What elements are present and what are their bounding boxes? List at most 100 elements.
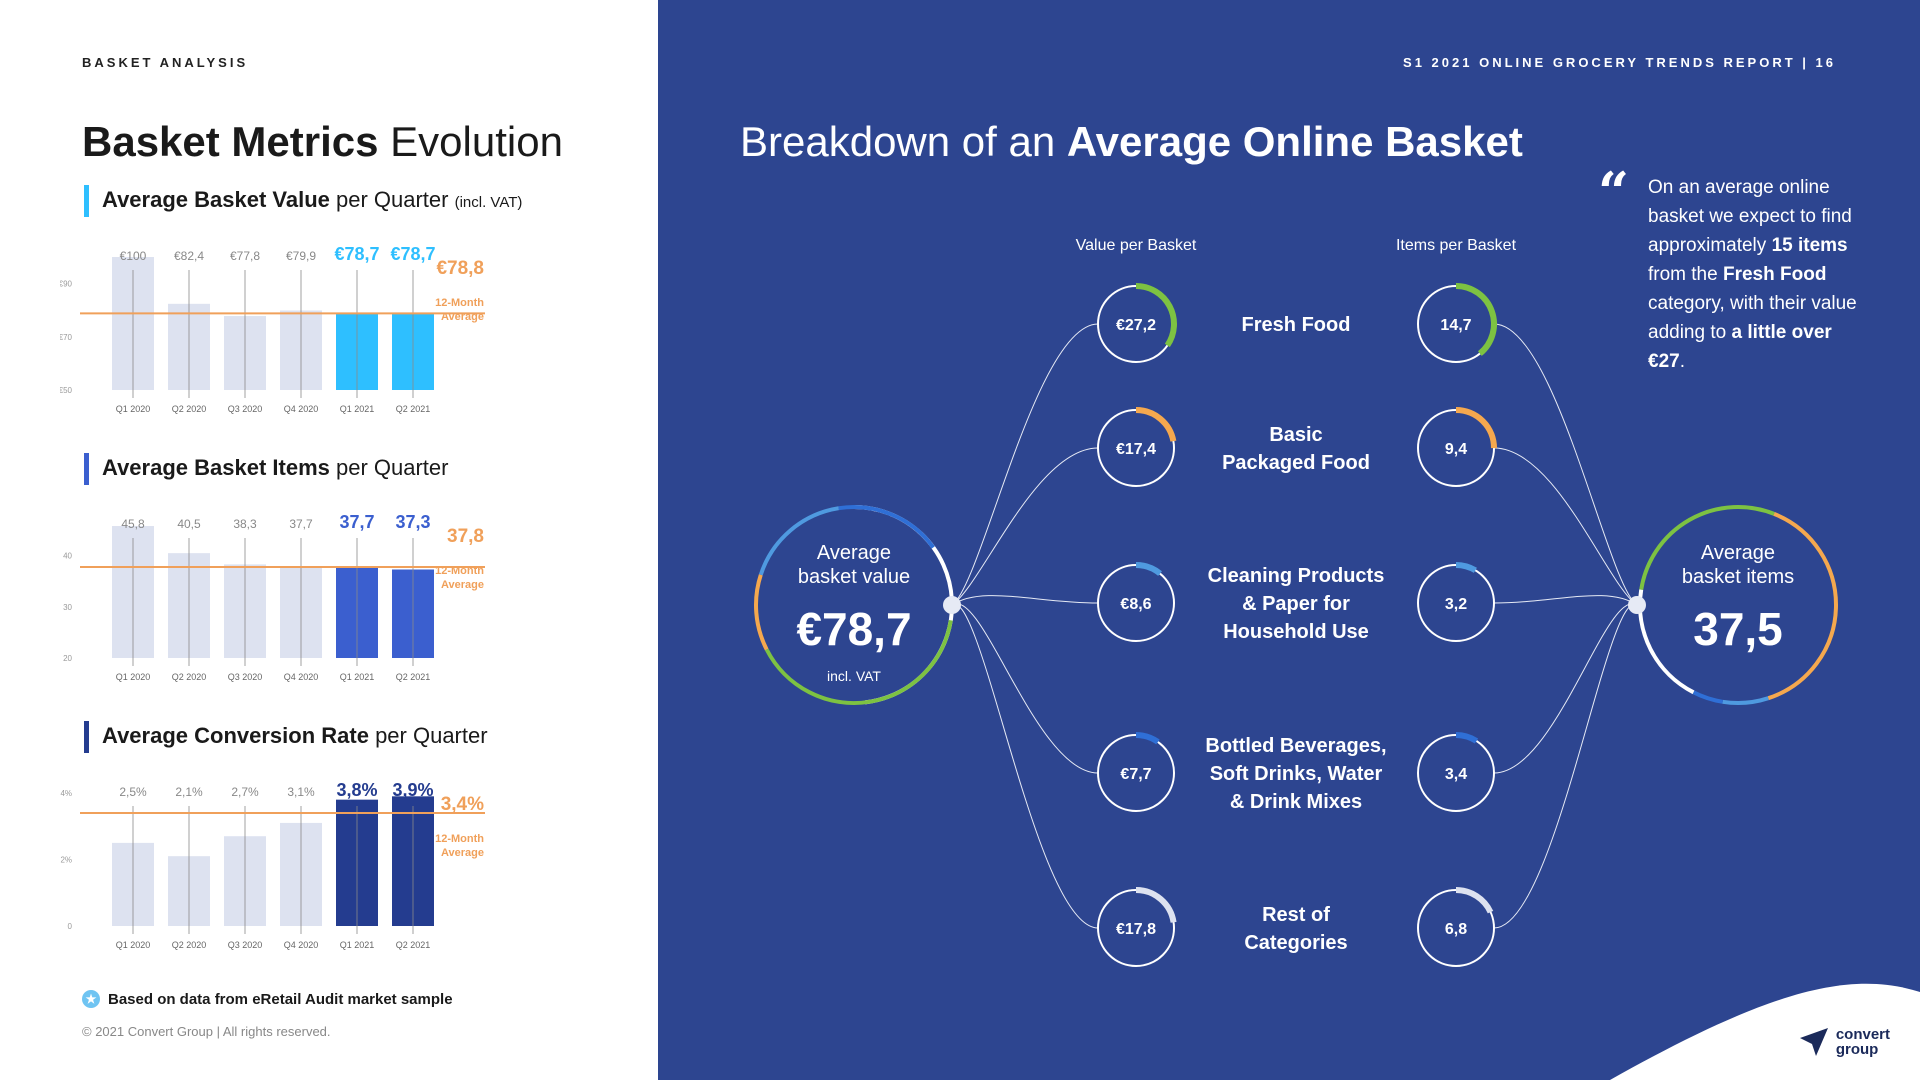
breakdown-title: Breakdown of an Average Online Basket [740,118,1523,166]
avg-items-label: Average [1701,542,1775,564]
connector-right [1493,595,1638,606]
quote-mark-icon: “ [1598,160,1630,224]
category-name: Household Use [1223,621,1369,643]
chart-title-bold: Average Conversion Rate [102,723,369,748]
avg-value-number: €78,7 [796,603,911,655]
connector-left [951,603,1099,929]
items-ring-label: 3,2 [1445,596,1467,613]
data-label: 3,8% [336,780,377,800]
avg-items-label: basket items [1682,566,1794,588]
star-icon: ★ [82,990,100,1008]
page-title-rest: Evolution [378,118,563,165]
convert-group-logo: convert group [1798,1026,1890,1058]
items-ring-label: 14,7 [1440,317,1471,334]
value-ring-arc [1135,562,1162,577]
data-label: 38,3 [233,517,257,531]
value-ring-arc [1135,732,1160,745]
chart-title-rest: per Quarter [368,723,488,748]
x-tick-label: Q4 2020 [284,672,319,682]
avg-items-ring-arc-lightblue [1722,696,1769,705]
page-title: Basket Metrics Evolution [82,118,563,166]
x-tick-label: Q1 2021 [340,404,375,414]
data-label: €82,4 [174,249,204,263]
logo-text-2: group [1835,1041,1879,1058]
x-tick-label: Q2 2020 [172,940,207,950]
right-panel: S1 2021 ONLINE GROCERY TRENDS REPORT | 1… [658,0,1920,1080]
items-ring-label: 6,8 [1445,921,1467,938]
average-caption-line1: 12-Month [435,297,484,309]
average-value-label: 37,8 [447,526,484,547]
quote-run: from the [1648,264,1723,285]
x-tick-label: Q2 2021 [396,940,431,950]
quote-text: On an average online basket we expect to… [1648,173,1858,376]
avg-items-ring-arc-green [1639,505,1775,590]
data-label: 37,7 [339,512,374,532]
chart-title-small: (incl. VAT) [454,194,523,211]
source-note-text: Based on data from eRetail Audit market … [108,990,453,1008]
x-tick-label: Q2 2021 [396,672,431,682]
category-name: Cleaning Products [1208,565,1385,587]
items-ring-arc [1455,283,1497,356]
x-tick-label: Q2 2021 [396,404,431,414]
connector-left [951,323,1099,606]
connector-right [1493,447,1638,606]
left-panel: BASKET ANALYSIS Basket Metrics Evolution… [0,0,658,1080]
data-label: 2,7% [231,785,259,799]
avg-items-number: 37,5 [1693,603,1783,655]
data-label: €100 [120,249,147,263]
quote-run: a little over €27 [1648,322,1832,372]
basket-value-chart: €50 €70 €90 €100 Q1 2020 €82,4 Q2 2020 €77,8 Q3 … [60,244,485,414]
report-header: S1 2021 ONLINE GROCERY TRENDS REPORT | 1… [1403,55,1836,70]
hub-dot-left [943,596,961,614]
data-label: 2,1% [175,785,203,799]
y-tick-label: €50 [60,386,73,395]
average-caption-line2: Average [441,579,484,591]
avg-value-label: basket value [798,566,910,588]
connector-left [951,447,1099,606]
x-tick-label: Q3 2020 [228,940,263,950]
data-label: €77,8 [230,249,260,263]
category-name: Soft Drinks, Water [1210,763,1383,785]
items-ring-label: 9,4 [1445,441,1467,458]
x-tick-label: Q1 2021 [340,672,375,682]
source-note: ★ Based on data from eRetail Audit market… [82,990,453,1008]
chart-title-bold: Average Basket Value [102,187,330,212]
data-label: 37,3 [395,512,430,532]
items-ring-arc [1455,887,1494,914]
data-label: 3,9% [392,780,433,800]
data-label: 37,7 [289,517,313,531]
value-ring-label: €7,7 [1120,766,1151,783]
value-ring-label: €17,4 [1116,441,1156,458]
data-label: 2,5% [119,785,147,799]
category-name: Bottled Beverages, [1205,735,1386,757]
chart-title-bold: Average Basket Items [102,455,330,480]
connector-right [1493,603,1638,774]
connector-right [1493,323,1638,606]
data-label: €78,7 [334,244,379,264]
page-title-bold: Basket Metrics [82,118,379,165]
chart-title-rest: per Quarter [329,455,449,480]
connector-left [951,595,1099,606]
value-ring-label: €8,6 [1120,596,1151,613]
avg-value-label: Average [817,542,891,564]
x-tick-label: Q1 2020 [116,672,151,682]
chart-title-basket-items: Average Basket Items per Quarter [84,453,449,485]
value-ring-label: €27,2 [1116,317,1156,334]
y-tick-label: 0 [68,922,73,931]
value-ring-arc [1135,283,1177,348]
avg-value-note: incl. VAT [827,668,881,684]
y-tick-label: 2% [60,856,72,865]
breakdown-title-rest: Breakdown of an [740,118,1067,165]
section-label: BASKET ANALYSIS [82,55,249,70]
avg-value-ring [756,507,952,703]
avg-value-ring-arc-blue [758,506,839,576]
average-caption-line1: 12-Month [435,565,484,577]
connector-left [951,603,1099,774]
data-label: €79,9 [286,249,316,263]
x-tick-label: Q2 2020 [172,404,207,414]
items-ring-arc [1455,732,1479,744]
items-ring-arc [1455,562,1477,573]
data-label: €78,7 [390,244,435,264]
value-ring-arc [1135,407,1177,442]
